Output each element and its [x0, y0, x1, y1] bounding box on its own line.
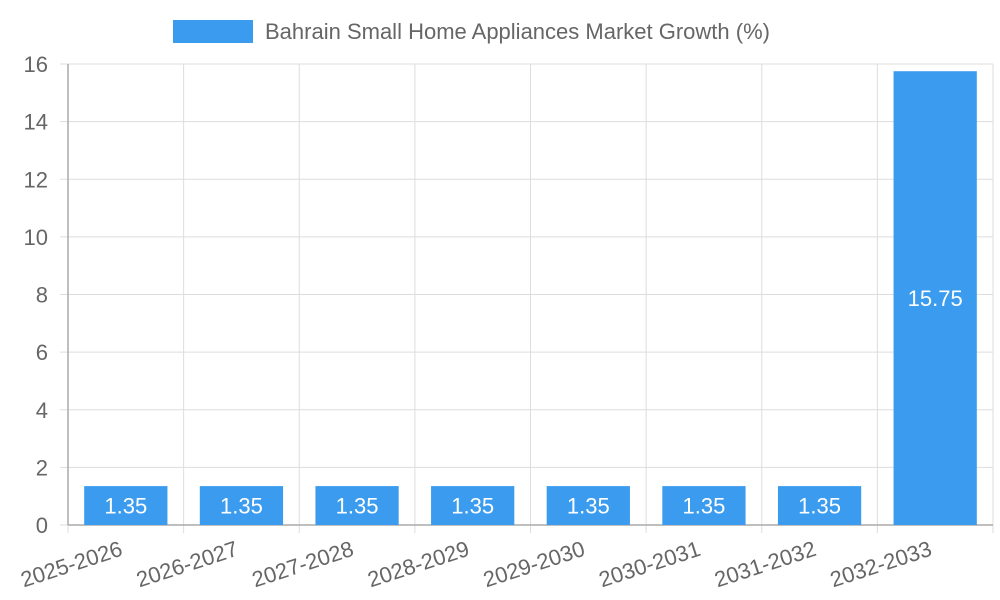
y-tick-label: 0: [36, 513, 48, 538]
bar-2032-2033[interactable]: [893, 71, 977, 525]
data-label: 15.75: [908, 286, 963, 311]
legend-swatch: [173, 20, 253, 43]
y-tick-label: 14: [24, 110, 48, 135]
x-tick-label: 2025-2026: [18, 536, 126, 592]
data-label: 1.35: [683, 494, 726, 519]
y-tick-label: 6: [36, 340, 48, 365]
bar-2027-2028[interactable]: [315, 486, 399, 525]
y-tick-label: 16: [24, 52, 48, 77]
data-label: 1.35: [567, 494, 610, 519]
data-label: 1.35: [336, 494, 379, 519]
y-tick-label: 2: [36, 455, 48, 480]
bar-2029-2030[interactable]: [546, 486, 630, 525]
y-tick-label: 4: [36, 398, 48, 423]
x-tick-label: 2026-2027: [133, 536, 241, 592]
data-label: 1.35: [220, 494, 263, 519]
x-tick-label: 2027-2028: [249, 536, 357, 592]
bar-2026-2027[interactable]: [199, 486, 284, 525]
data-label: 1.35: [104, 494, 147, 519]
y-axis-ticks: 0 2 4 6 8 10 12 14 16: [24, 52, 48, 538]
x-tick-label: 2031-2032: [711, 536, 819, 592]
y-tick-label: 12: [24, 167, 48, 192]
x-tick-label: 2030-2031: [596, 536, 704, 592]
grid-lines: [60, 63, 994, 533]
legend-label: Bahrain Small Home Appliances Market Gro…: [265, 19, 770, 44]
bar-2031-2032[interactable]: [777, 486, 862, 525]
y-tick-label: 10: [24, 225, 48, 250]
x-tick-label: 2028-2029: [364, 536, 472, 592]
x-tick-label: 2029-2030: [480, 536, 588, 592]
data-label: 1.35: [798, 494, 841, 519]
y-tick-label: 8: [36, 283, 48, 308]
data-labels: 1.35 1.35 1.35 1.35 1.35 1.35 1.35 15.75: [104, 286, 962, 518]
bars: [84, 71, 977, 525]
bar-2030-2031[interactable]: [662, 486, 746, 525]
bar-2025-2026[interactable]: [84, 486, 168, 525]
bar-2028-2029[interactable]: [431, 486, 515, 525]
legend[interactable]: Bahrain Small Home Appliances Market Gro…: [173, 19, 770, 44]
x-axis-ticks: 2025-2026 2026-2027 2027-2028 2028-2029 2029…: [18, 536, 935, 592]
x-tick-label: 2032-2033: [827, 536, 935, 592]
data-label: 1.35: [451, 494, 494, 519]
